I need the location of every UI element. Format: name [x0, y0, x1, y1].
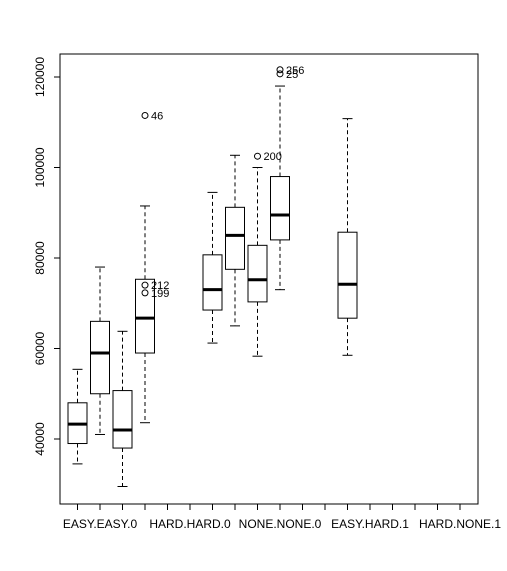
plot-frame	[59, 53, 479, 505]
box-group: 200	[247, 151, 282, 357]
y-tick-label: 80000	[33, 241, 47, 275]
x-tick-label: EASY.HARD.1	[331, 517, 409, 531]
box-group	[90, 266, 110, 435]
box-iqr	[202, 254, 223, 311]
y-axis: 40000 60000 80000 100000 120000	[33, 57, 61, 456]
box-group	[112, 330, 133, 488]
box-group	[337, 118, 358, 356]
box-iqr	[112, 390, 133, 449]
x-tick-label: HARD.HARD.0	[149, 517, 231, 531]
outlier-label: 199	[151, 288, 169, 300]
x-tick-label: NONE.NONE.0	[239, 517, 322, 531]
outlier-label: 46	[151, 110, 163, 122]
x-tick-label: EASY.EASY.0	[63, 517, 138, 531]
box-iqr	[247, 244, 268, 303]
outlier-label: 256	[286, 65, 304, 77]
outlier-point	[276, 66, 284, 74]
box-iqr	[337, 231, 358, 319]
outlier-label: 25	[286, 69, 298, 81]
outlier-point	[141, 281, 149, 289]
outlier-point	[141, 111, 149, 119]
box-iqr	[270, 176, 290, 241]
x-tick-label: HARD.NONE.1	[419, 517, 501, 531]
y-tick-label: 60000	[33, 331, 47, 365]
y-tick-label: 40000	[33, 422, 47, 456]
outlier-point	[276, 70, 284, 78]
outlier-label: 212	[151, 280, 169, 292]
outlier-point	[141, 289, 149, 297]
box-iqr	[225, 206, 245, 270]
outlier-label: 200	[264, 151, 282, 163]
box-iqr	[135, 278, 155, 354]
y-tick-label: 100000	[33, 147, 47, 187]
box-group	[202, 191, 223, 344]
box-group	[225, 154, 245, 327]
outlier-point	[254, 152, 261, 160]
x-axis: EASY.EASY.0 HARD.HARD.0 NONE.NONE.0 EASY.HA…	[63, 503, 501, 531]
y-tick-label: 120000	[33, 57, 47, 97]
box-iqr	[90, 320, 110, 395]
box-group	[67, 368, 88, 465]
